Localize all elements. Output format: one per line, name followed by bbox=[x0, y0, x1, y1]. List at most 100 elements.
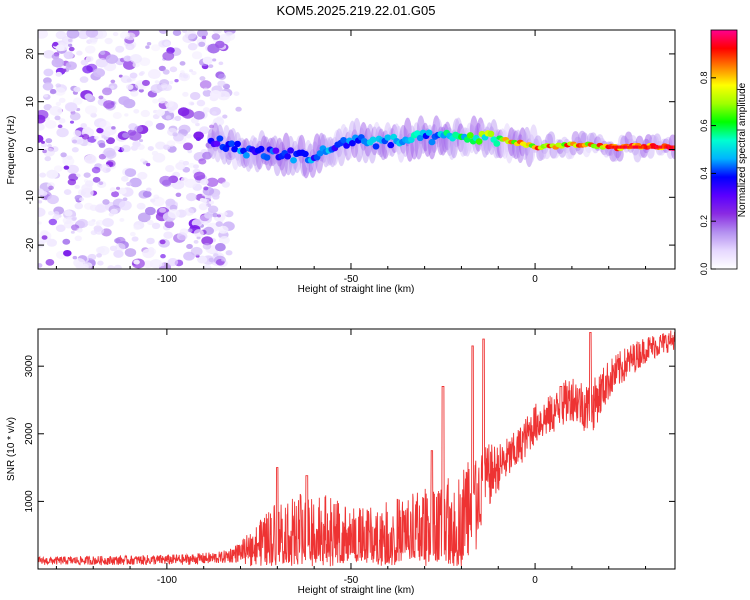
noise-blob bbox=[200, 178, 209, 186]
noise-blob bbox=[139, 158, 146, 163]
noise-blob bbox=[187, 149, 193, 154]
noise-blob bbox=[63, 249, 72, 257]
spectrogram-frame bbox=[37, 29, 676, 270]
signal-cell bbox=[387, 141, 395, 149]
noise-blob bbox=[147, 146, 154, 151]
noise-blob bbox=[113, 249, 124, 258]
noise-blob bbox=[112, 112, 122, 120]
noise-blob bbox=[202, 56, 213, 65]
colorbar-tick-label: 0.0 bbox=[699, 263, 709, 276]
noise-blob bbox=[125, 84, 134, 90]
ytick-label: -20 bbox=[25, 237, 36, 252]
noise-blob bbox=[145, 162, 151, 167]
noise-blob bbox=[43, 103, 52, 111]
noise-blob bbox=[183, 74, 189, 79]
noise-blob bbox=[71, 147, 79, 153]
signal-cell bbox=[243, 152, 250, 159]
noise-blob bbox=[117, 187, 127, 195]
noise-blob bbox=[43, 147, 55, 157]
noise-blob bbox=[102, 87, 113, 96]
noise-blob bbox=[71, 217, 77, 221]
noise-blob bbox=[46, 169, 59, 179]
noise-blob bbox=[120, 175, 129, 182]
noise-blob bbox=[124, 248, 137, 257]
signal-core bbox=[649, 145, 652, 149]
noise-blob bbox=[158, 65, 166, 72]
signal-core bbox=[612, 145, 615, 149]
noise-blob bbox=[115, 45, 125, 53]
noise-blob bbox=[73, 86, 81, 93]
noise-blob bbox=[52, 41, 59, 47]
noise-blob bbox=[178, 124, 191, 134]
noise-blob bbox=[96, 127, 104, 134]
snr-xlabel: Height of straight line (km) bbox=[298, 585, 415, 596]
noise-blob bbox=[87, 220, 95, 227]
noise-blob bbox=[193, 229, 204, 237]
noise-blob bbox=[164, 220, 175, 229]
noise-blob bbox=[159, 239, 166, 245]
snr-series-line bbox=[38, 330, 675, 567]
signal-core bbox=[647, 145, 650, 149]
noise-blob bbox=[105, 150, 117, 159]
signal-cell bbox=[216, 135, 224, 142]
noise-blob bbox=[138, 72, 144, 76]
noise-blob bbox=[202, 89, 212, 97]
noise-blob bbox=[186, 243, 193, 250]
noise-blob bbox=[182, 160, 190, 166]
signal-core bbox=[627, 145, 630, 149]
noise-blob bbox=[39, 172, 47, 178]
noise-blob bbox=[48, 185, 54, 191]
noise-blob bbox=[146, 237, 155, 245]
noise-blob bbox=[126, 45, 133, 50]
noise-blob bbox=[175, 162, 186, 170]
noise-blob bbox=[43, 94, 49, 98]
colorbar-label: Normalized spectral amplitude bbox=[737, 82, 748, 217]
signal-core bbox=[636, 145, 639, 149]
signal-core bbox=[645, 145, 648, 149]
noise-blob bbox=[40, 190, 48, 197]
noise-blob bbox=[151, 222, 161, 230]
noise-blob bbox=[195, 136, 201, 141]
noise-blob bbox=[87, 142, 92, 146]
noise-blob bbox=[58, 97, 66, 103]
noise-blob bbox=[43, 77, 52, 84]
noise-blob bbox=[109, 85, 115, 90]
noise-blob bbox=[123, 55, 132, 62]
noise-blob bbox=[74, 202, 84, 210]
noise-blob bbox=[158, 30, 169, 34]
ytick-label: 0 bbox=[25, 146, 36, 152]
noise-blob bbox=[98, 95, 104, 100]
snr-ylabel: SNR (10 * v/v) bbox=[6, 417, 17, 481]
noise-blob bbox=[54, 87, 66, 96]
noise-blob bbox=[73, 130, 82, 137]
noise-blob bbox=[209, 89, 222, 99]
noise-blob bbox=[160, 82, 168, 89]
noise-blob bbox=[55, 71, 62, 77]
noise-blob bbox=[169, 66, 178, 73]
snr-background bbox=[38, 329, 675, 569]
noise-blob bbox=[115, 186, 121, 190]
noise-blob bbox=[163, 231, 173, 239]
noise-blob bbox=[60, 152, 67, 158]
noise-blob bbox=[46, 194, 59, 205]
snr-xtick-label: -50 bbox=[344, 575, 359, 586]
noise-blob bbox=[131, 236, 139, 242]
noise-blob bbox=[71, 135, 83, 145]
noise-blob bbox=[145, 45, 150, 49]
noise-blob bbox=[152, 152, 166, 163]
noise-blob bbox=[112, 31, 119, 37]
noise-blob bbox=[51, 57, 65, 68]
noise-blob bbox=[66, 164, 79, 174]
signal-cell bbox=[213, 140, 221, 147]
noise-blob bbox=[55, 83, 62, 88]
noise-blob bbox=[99, 120, 111, 130]
noise-blob bbox=[146, 219, 154, 226]
noise-blob bbox=[49, 89, 57, 95]
noise-blob bbox=[85, 55, 94, 63]
noise-blob bbox=[208, 257, 215, 263]
noise-blob bbox=[102, 217, 114, 227]
noise-blob bbox=[113, 145, 120, 151]
colorbar-tick-label: 0.6 bbox=[699, 119, 709, 132]
noise-blob bbox=[84, 45, 96, 54]
noise-blob bbox=[212, 30, 223, 34]
